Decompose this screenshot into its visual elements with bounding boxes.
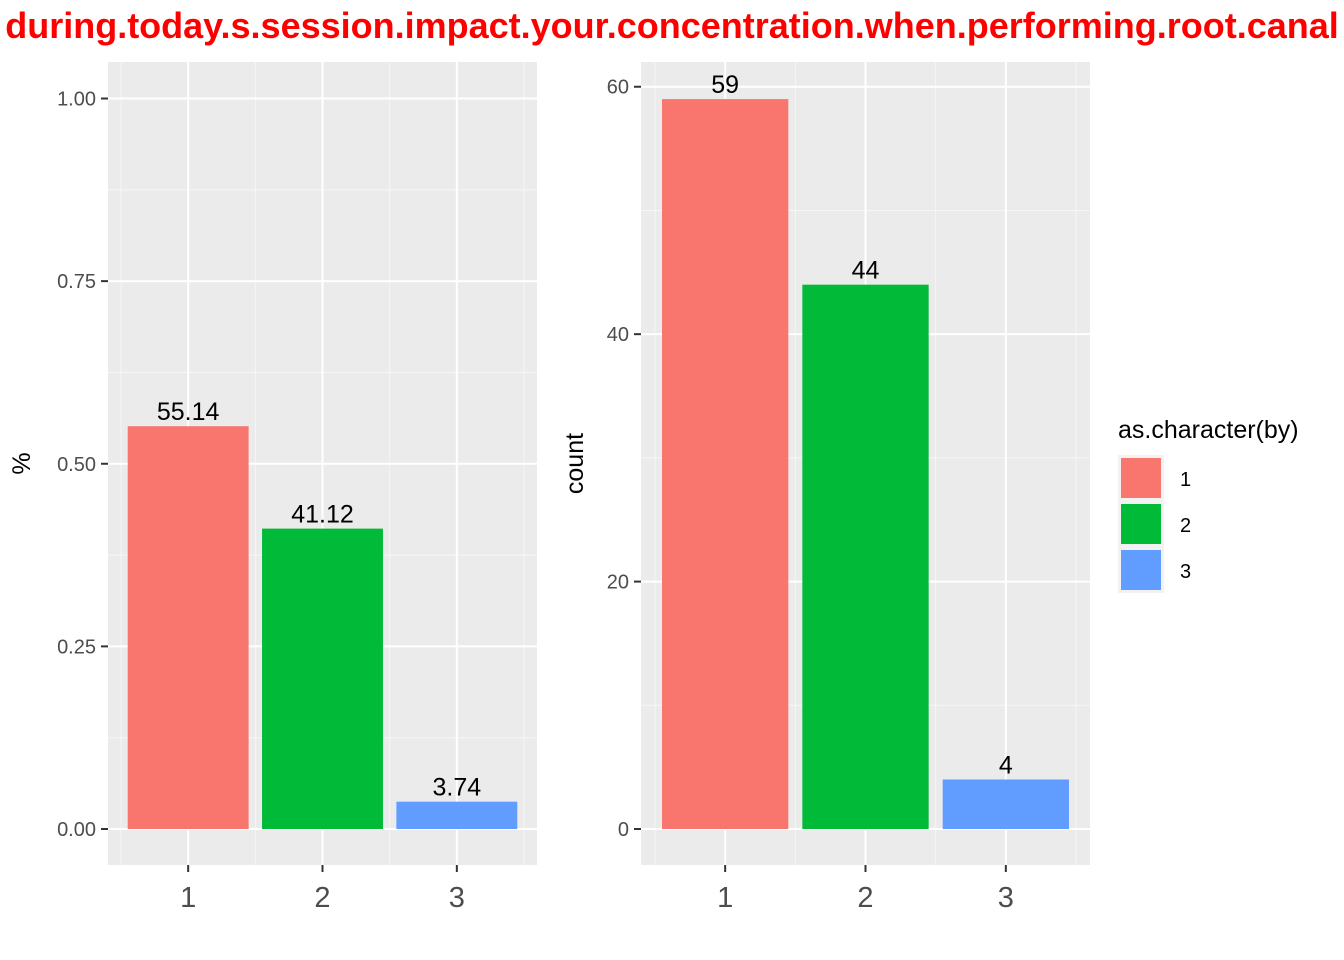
percent-panel: 0.00 0.25 0.50 0.75 1.00 55.14 1 41.12 2 3.74 3% [8, 62, 537, 914]
y-tick-label: 40 [607, 324, 629, 346]
legend-swatch-2 [1121, 504, 1161, 544]
chart-title: during.today.s.session.impact.your.conce… [5, 5, 1339, 46]
y-tick-label: 0.50 [57, 454, 96, 476]
legend-label: 1 [1180, 469, 1191, 491]
y-tick-label: 60 [607, 77, 629, 99]
data-label: 4 [999, 752, 1013, 780]
legend-swatch-1 [1121, 458, 1161, 498]
y-tick-label: 0.00 [57, 819, 96, 841]
legend-title: as.character(by) [1118, 416, 1299, 444]
data-label: 3.74 [432, 774, 481, 802]
y-axis-title: % [8, 452, 36, 474]
bar-1 [662, 99, 789, 829]
data-label: 55.14 [157, 398, 220, 426]
x-tick-label: 3 [449, 882, 465, 914]
y-axis-title: count [561, 433, 589, 494]
x-tick-label: 2 [857, 882, 873, 914]
x-tick-label: 2 [314, 882, 330, 914]
bar-1 [127, 426, 249, 829]
x-tick-label: 1 [717, 882, 733, 914]
y-tick-label: 1.00 [57, 89, 96, 111]
bar-3 [396, 801, 518, 829]
legend: as.character(by) 1 2 3 [1118, 416, 1299, 593]
x-tick-label: 3 [998, 882, 1014, 914]
data-label: 59 [711, 71, 739, 99]
y-tick-label: 0 [618, 819, 629, 841]
legend-label: 3 [1180, 561, 1191, 583]
legend-label: 2 [1180, 515, 1191, 537]
y-tick-label: 0.75 [57, 271, 96, 293]
bar-3 [942, 779, 1069, 829]
bar-2 [262, 528, 383, 829]
y-tick-label: 0.25 [57, 636, 96, 658]
data-label: 41.12 [291, 501, 354, 529]
legend-swatch-3 [1121, 550, 1161, 590]
data-label: 44 [852, 257, 880, 285]
x-tick-label: 1 [180, 882, 196, 914]
bar-2 [802, 284, 929, 829]
y-tick-label: 20 [607, 572, 629, 594]
count-panel: 0 20 40 60 59 1 44 2 4 3 count [561, 62, 1090, 914]
